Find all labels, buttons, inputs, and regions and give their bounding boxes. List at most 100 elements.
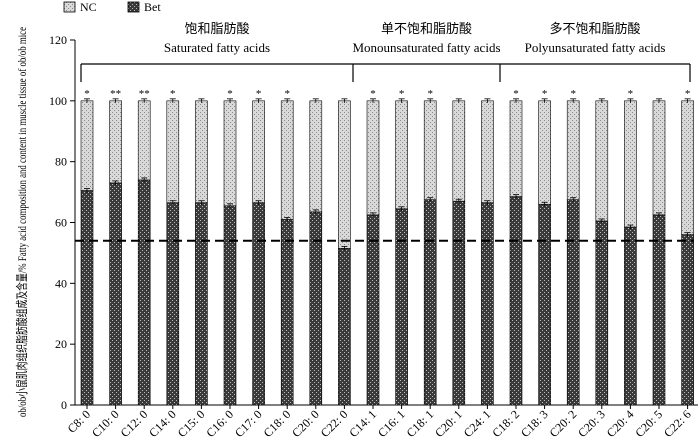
- bar-bet: [509, 196, 523, 406]
- y-tick-label: 120: [49, 33, 67, 47]
- bar-bet: [452, 200, 466, 406]
- x-tick-label: C15: 0: [175, 407, 208, 440]
- bar-nc: [595, 100, 609, 222]
- bar-nc: [309, 100, 323, 213]
- bar-bet: [366, 214, 380, 406]
- legend-label-bet: Bet: [144, 0, 161, 14]
- bar-nc: [366, 100, 380, 216]
- bar-bet: [395, 208, 408, 406]
- bar-nc: [252, 100, 265, 204]
- significance-mark: *: [513, 88, 519, 100]
- bar-bet: [223, 205, 237, 406]
- x-tick-label: C22: 0: [318, 407, 351, 440]
- bar-bet: [195, 202, 208, 406]
- bar-nc: [509, 100, 523, 197]
- significance-mark: **: [139, 88, 150, 100]
- group-label-cn: 单不饱和脂肪酸: [381, 21, 472, 36]
- bar-bet: [481, 202, 494, 406]
- group-label-en: Monounsaturated fatty acids: [352, 40, 500, 55]
- bar-bet: [280, 219, 294, 406]
- legend-label-nc: NC: [80, 0, 97, 14]
- x-tick-label: C18: 3: [518, 407, 551, 440]
- bar-bet: [652, 214, 666, 406]
- bar-nc: [223, 100, 237, 207]
- bar-nc: [166, 100, 180, 204]
- y-axis-label: ob/ob小鼠肌肉组织脂肪酸组成及含量/% Fatty acid composi…: [14, 27, 29, 417]
- bar-nc: [80, 100, 94, 191]
- x-tick-label: C20: 3: [575, 407, 608, 440]
- bar-bet: [624, 226, 637, 406]
- x-tick-label: C18: 1: [404, 407, 437, 440]
- bar-bet: [595, 220, 609, 406]
- y-tick-label: 20: [55, 337, 67, 351]
- significance-mark: *: [399, 88, 405, 100]
- bar-bet: [538, 203, 551, 406]
- bar-nc: [109, 100, 122, 184]
- x-tick-label: C12: 0: [118, 407, 151, 440]
- bar-bet: [252, 202, 265, 406]
- significance-mark: *: [227, 88, 233, 100]
- x-tick-label: C16: 0: [203, 407, 236, 440]
- bar-bet: [137, 179, 151, 406]
- x-tick-label: C17: 0: [232, 407, 265, 440]
- y-tick-label: 100: [49, 94, 67, 108]
- bar-bet: [681, 234, 694, 406]
- bar-nc: [137, 100, 151, 181]
- x-tick-label: C20: 0: [289, 407, 322, 440]
- significance-mark: *: [570, 88, 576, 100]
- significance-mark: *: [685, 88, 691, 100]
- significance-mark: *: [542, 88, 548, 100]
- bar-bet: [109, 182, 122, 406]
- x-tick-label: C22: 6: [661, 407, 694, 440]
- bar-nc: [681, 100, 694, 235]
- bar-nc: [652, 100, 666, 216]
- bar-bet: [80, 190, 94, 406]
- bar-nc: [395, 100, 408, 210]
- x-tick-label: C20: 4: [604, 407, 637, 440]
- group-label-cn: 多不饱和脂肪酸: [549, 21, 640, 36]
- x-tick-label: C20: 2: [547, 407, 580, 440]
- bar-nc: [452, 100, 466, 202]
- bar-nc: [624, 100, 637, 228]
- bar-nc: [280, 100, 294, 220]
- y-axis-label-text: ob/ob小鼠肌肉组织脂肪酸组成及含量/% Fatty acid composi…: [14, 27, 29, 417]
- y-tick-label: 60: [55, 216, 67, 230]
- x-tick-label: C18: 2: [489, 407, 522, 440]
- legend: NC Bet: [63, 0, 161, 14]
- bar-nc: [195, 100, 208, 204]
- bar-nc: [566, 100, 580, 200]
- bar-nc: [338, 100, 351, 249]
- group-brackets: 饱和脂肪酸 Saturated fatty acids 单不饱和脂肪酸 Monouns…: [80, 21, 691, 82]
- significance-mark: *: [84, 88, 90, 100]
- group-label-en: Polyunsaturated fatty acids: [525, 40, 666, 55]
- bar-bet: [166, 202, 180, 406]
- x-tick-label: C18: 0: [261, 407, 294, 440]
- bars: * ** ** * * * * * * * * * * * *: [80, 88, 694, 409]
- bar-bet: [338, 248, 351, 406]
- x-tick-label: C16: 1: [375, 407, 408, 440]
- y-tick-label: 80: [55, 155, 67, 169]
- group-label-en: Saturated fatty acids: [164, 40, 270, 55]
- y-tick-label: 0: [61, 398, 67, 412]
- x-tick-label: C20: 1: [432, 407, 465, 440]
- significance-mark: **: [110, 88, 121, 100]
- bar-nc: [423, 100, 437, 200]
- x-tick-label: C10: 0: [89, 407, 122, 440]
- significance-mark: *: [370, 88, 376, 100]
- x-tick-label: C14: 1: [346, 407, 379, 440]
- legend-swatch-bet: [127, 1, 140, 13]
- legend-swatch-nc: [63, 1, 76, 13]
- x-tick-label: C14: 0: [146, 407, 179, 440]
- x-tick-label: C8: 0: [65, 407, 94, 436]
- bar-bet: [423, 199, 437, 406]
- significance-mark: *: [170, 88, 176, 100]
- bar-nc: [538, 100, 551, 205]
- significance-mark: *: [628, 88, 634, 100]
- x-tick-label: C20: 5: [632, 407, 665, 440]
- x-tick-label: C24: 1: [461, 407, 494, 440]
- group-label-cn: 饱和脂肪酸: [184, 21, 249, 36]
- bar-bet: [566, 199, 580, 406]
- y-tick-label: 40: [55, 276, 67, 290]
